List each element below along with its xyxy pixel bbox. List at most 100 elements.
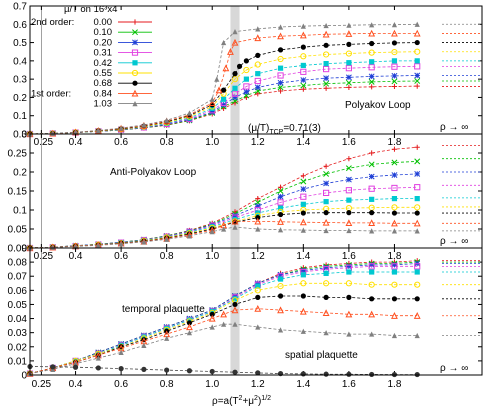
data-point [300, 68, 307, 75]
y-tick-label: 0.2 [13, 168, 27, 179]
anti-polyakov-loop-annotation: Anti-Polyakov Loop [110, 167, 197, 178]
spatial-point [346, 371, 352, 377]
x-tick-label: 0.6 [114, 379, 128, 390]
temporal-plaquette-annotation: temporal plaquette [122, 304, 205, 315]
tcp-annotation-main: (μ/T) [248, 123, 269, 134]
data-point [50, 130, 56, 136]
data-point [277, 32, 284, 40]
data-point [413, 29, 421, 37]
data-point [369, 269, 375, 275]
data-point [277, 227, 284, 233]
spatial-point [72, 364, 79, 370]
data-point [300, 272, 306, 278]
data-point [232, 71, 238, 77]
critical-band [230, 248, 240, 375]
critical-band [230, 134, 240, 248]
data-point [369, 296, 375, 302]
data-point [368, 161, 375, 168]
data-point [209, 109, 216, 116]
data-point [414, 204, 421, 211]
legend-label-0-84: 0.84 [94, 88, 113, 99]
data-point [323, 264, 330, 271]
data-point [300, 178, 307, 185]
legend-swatch-marker [132, 19, 138, 25]
data-point [255, 26, 261, 32]
spatial-point [164, 367, 170, 373]
data-point [346, 60, 352, 66]
data-point [221, 96, 227, 102]
data-point [232, 301, 238, 308]
y-tick-label: 0.25 [8, 149, 28, 160]
legend-label-0-00: 0.00 [94, 17, 113, 28]
spatial-plaquette-annotation: spatial plaquette [285, 350, 358, 361]
data-point [346, 41, 352, 48]
data-point [277, 79, 284, 86]
data-point [299, 218, 307, 226]
data-point [300, 210, 306, 216]
data-point [345, 50, 352, 57]
data-point [391, 83, 398, 90]
x-tick-label: 1.0 [205, 137, 219, 148]
data-point [254, 304, 262, 312]
x-tick-label: 0.4 [69, 251, 83, 262]
data-point [368, 281, 375, 288]
legend-swatch-marker [132, 29, 138, 36]
data-point [391, 263, 398, 270]
data-point [300, 193, 307, 200]
data-point [208, 99, 216, 107]
data-point [232, 293, 238, 299]
data-point [345, 65, 352, 72]
series-mu-1-03 [27, 224, 480, 251]
data-point [255, 71, 261, 77]
data-point [414, 332, 420, 339]
x-tick-label: 1.8 [387, 251, 401, 262]
series-line [29, 206, 418, 249]
legend-label-0-31: 0.31 [94, 48, 113, 59]
data-point [255, 52, 261, 58]
data-point [368, 78, 375, 85]
data-point [345, 280, 352, 287]
data-point [300, 44, 306, 50]
spatial-point [300, 371, 306, 377]
data-point [414, 269, 420, 275]
data-point [369, 196, 375, 202]
data-point [414, 158, 421, 165]
series-line [29, 173, 418, 249]
x-axis-label: ρ=a(T2+μ2)1/2 [212, 395, 271, 407]
legend-label-1-03: 1.03 [94, 99, 113, 110]
y-tick-label: 0.6 [13, 20, 27, 31]
data-point [254, 61, 261, 68]
data-point [323, 75, 330, 82]
x-tick-label: 1.4 [296, 137, 310, 148]
data-point [300, 201, 306, 207]
plot-layer: 0 0.1 0.2 0.3 0.4 0.5 0.6 0.7 0.25 0.4 0.6 0.8 1.0 1.… [8, 2, 483, 390]
data-point [391, 184, 398, 192]
legend-swatch-marker [131, 89, 139, 97]
data-point [391, 40, 398, 46]
data-point [414, 72, 421, 79]
data-point [232, 296, 238, 302]
y-tick-label: 0.09 [8, 244, 28, 255]
x-tick-label: 0.6 [114, 137, 128, 148]
spatial-point [255, 370, 261, 376]
x-tick-label: 1.8 [387, 379, 401, 390]
tcp-annotation-end: =0.71(3) [283, 123, 321, 134]
data-point [232, 85, 238, 91]
y-tick-label: 0 [21, 244, 27, 255]
data-point [243, 66, 250, 74]
data-point [141, 334, 147, 340]
infinity-label: ρ → ∞ [440, 122, 468, 133]
data-point [368, 310, 376, 318]
data-point [227, 47, 234, 55]
data-point [414, 21, 420, 27]
spatial-point [369, 371, 375, 378]
data-point [255, 196, 261, 202]
y-tick-label: 0 [21, 130, 27, 141]
legend-label-0-42: 0.42 [94, 58, 113, 69]
infinity-label: ρ → ∞ [440, 363, 468, 374]
data-point [277, 293, 284, 299]
data-point [322, 30, 330, 38]
data-point [231, 306, 239, 314]
data-point [368, 219, 376, 227]
data-point [414, 170, 421, 177]
